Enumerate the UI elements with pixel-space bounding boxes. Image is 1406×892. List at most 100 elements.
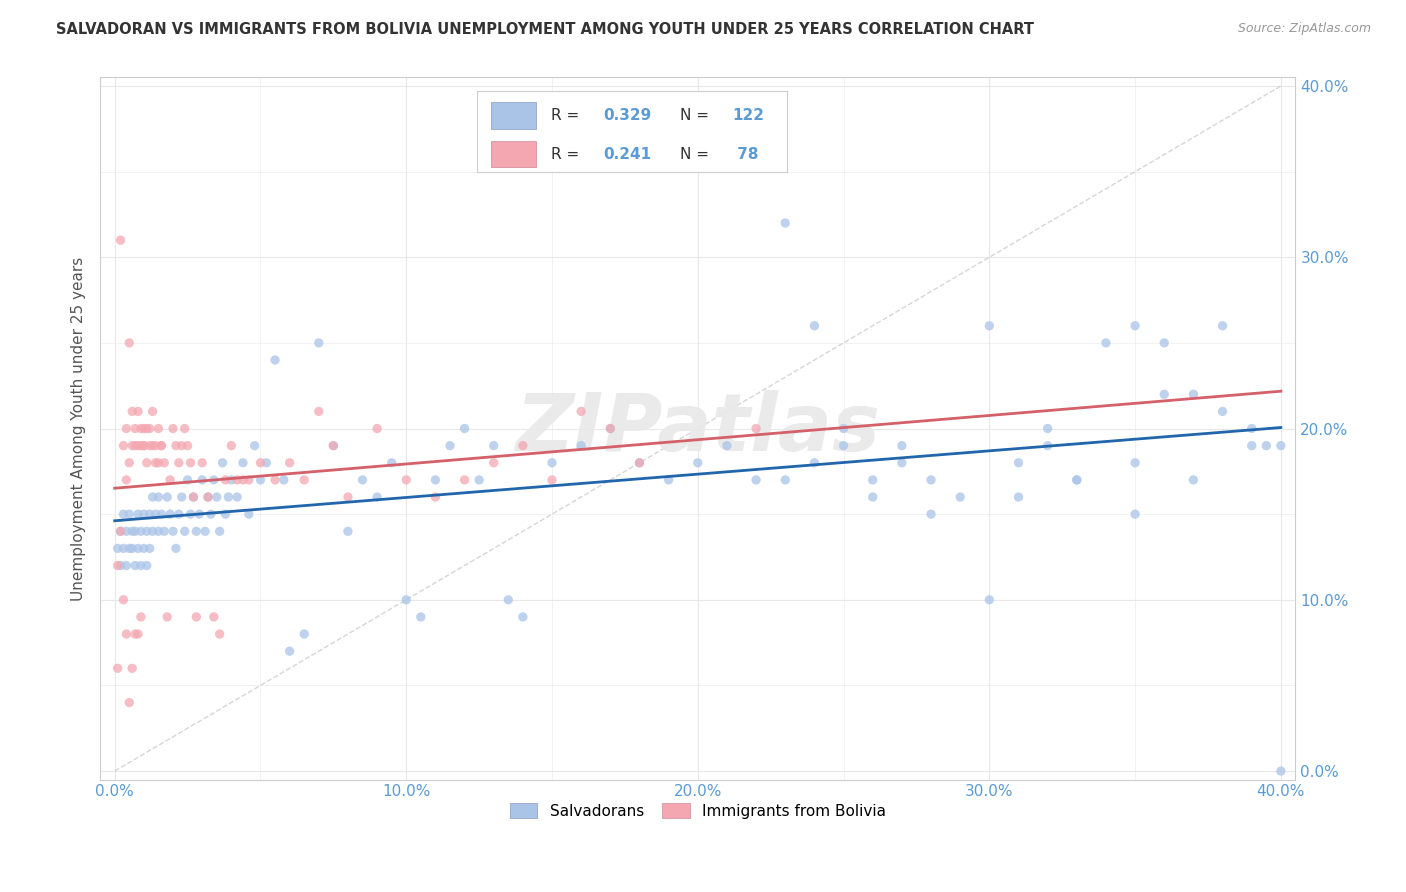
- Point: [124, 558, 146, 573]
- Point: [118, 696, 141, 710]
- Text: 0.241: 0.241: [603, 146, 651, 161]
- Point: [226, 490, 249, 504]
- Point: [221, 473, 243, 487]
- Point: [124, 627, 146, 641]
- Point: [121, 524, 143, 539]
- Point: [167, 507, 190, 521]
- Point: [254, 456, 277, 470]
- Legend: Salvadorans, Immigrants from Bolivia: Salvadorans, Immigrants from Bolivia: [503, 797, 891, 824]
- Point: [167, 456, 190, 470]
- Point: [121, 661, 143, 675]
- Point: [159, 473, 181, 487]
- Text: N =: N =: [681, 108, 714, 123]
- Point: [142, 490, 165, 504]
- Point: [745, 473, 768, 487]
- Point: [200, 507, 222, 521]
- Point: [238, 473, 260, 487]
- Point: [176, 439, 198, 453]
- Point: [129, 524, 152, 539]
- Point: [115, 627, 138, 641]
- Point: [381, 456, 404, 470]
- Point: [1212, 404, 1234, 418]
- Point: [498, 592, 520, 607]
- FancyBboxPatch shape: [477, 92, 787, 172]
- Point: [183, 490, 205, 504]
- Point: [121, 439, 143, 453]
- Point: [512, 439, 534, 453]
- Point: [132, 439, 155, 453]
- Point: [425, 490, 447, 504]
- Point: [145, 439, 167, 453]
- Point: [110, 524, 132, 539]
- Point: [979, 592, 1001, 607]
- Point: [482, 439, 505, 453]
- Point: [124, 524, 146, 539]
- Point: [832, 421, 855, 435]
- Point: [292, 473, 315, 487]
- Point: [118, 456, 141, 470]
- Point: [278, 456, 301, 470]
- Point: [716, 439, 738, 453]
- Point: [862, 490, 884, 504]
- Text: R =: R =: [551, 108, 583, 123]
- Point: [127, 439, 149, 453]
- Point: [775, 473, 797, 487]
- Point: [115, 558, 138, 573]
- Point: [197, 490, 219, 504]
- Point: [112, 541, 135, 556]
- Point: [658, 473, 681, 487]
- Point: [142, 404, 165, 418]
- Point: [890, 439, 912, 453]
- Text: ZIPatlas: ZIPatlas: [515, 390, 880, 467]
- Point: [118, 335, 141, 350]
- Point: [132, 541, 155, 556]
- Point: [979, 318, 1001, 333]
- Point: [186, 610, 208, 624]
- Point: [1182, 387, 1205, 401]
- Point: [686, 456, 709, 470]
- Point: [208, 524, 231, 539]
- Point: [162, 421, 184, 435]
- Point: [162, 524, 184, 539]
- Point: [453, 421, 475, 435]
- Point: [862, 473, 884, 487]
- Point: [214, 507, 236, 521]
- Point: [135, 456, 157, 470]
- Point: [132, 421, 155, 435]
- Point: [308, 404, 330, 418]
- Point: [115, 524, 138, 539]
- Point: [482, 456, 505, 470]
- Point: [150, 439, 173, 453]
- Point: [803, 456, 825, 470]
- Bar: [491, 141, 537, 168]
- Point: [395, 473, 418, 487]
- Text: 78: 78: [733, 146, 759, 161]
- Point: [569, 439, 592, 453]
- Point: [1182, 473, 1205, 487]
- Point: [1240, 421, 1263, 435]
- Point: [153, 524, 176, 539]
- Point: [124, 421, 146, 435]
- Point: [135, 421, 157, 435]
- Point: [112, 507, 135, 521]
- Point: [118, 507, 141, 521]
- Point: [148, 421, 170, 435]
- Point: [202, 610, 225, 624]
- Point: [745, 421, 768, 435]
- Text: 122: 122: [733, 108, 765, 123]
- Point: [453, 473, 475, 487]
- Point: [322, 439, 344, 453]
- Point: [142, 439, 165, 453]
- Point: [129, 558, 152, 573]
- Point: [191, 473, 214, 487]
- Point: [107, 558, 129, 573]
- Point: [832, 439, 855, 453]
- Point: [1007, 456, 1029, 470]
- Point: [214, 473, 236, 487]
- Point: [226, 473, 249, 487]
- Point: [425, 473, 447, 487]
- Point: [336, 490, 359, 504]
- Point: [145, 507, 167, 521]
- Point: [322, 439, 344, 453]
- Point: [1066, 473, 1088, 487]
